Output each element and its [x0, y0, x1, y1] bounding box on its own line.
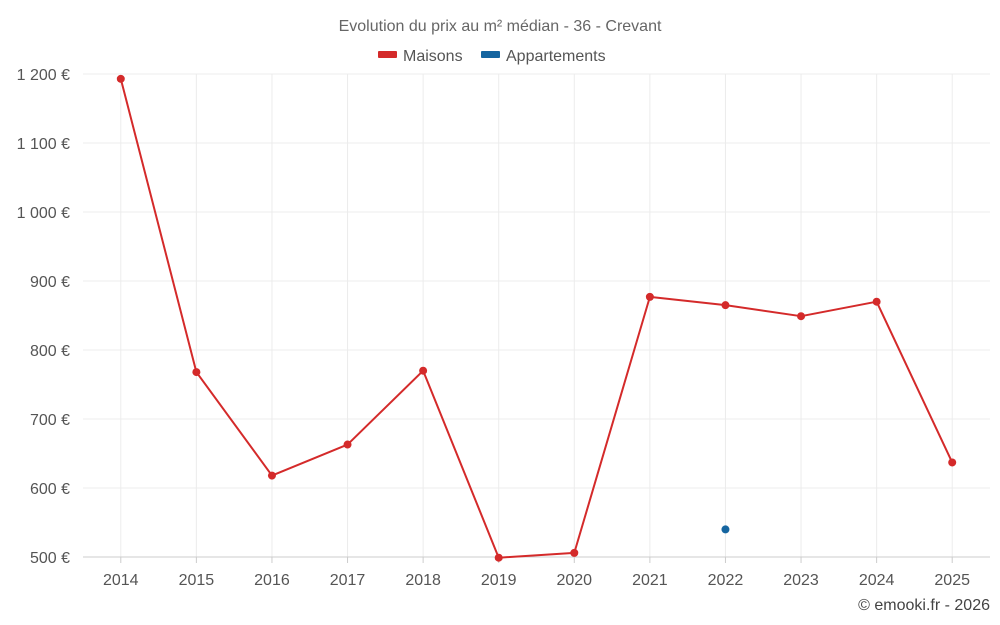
- data-point-maisons[interactable]: [872, 297, 881, 306]
- x-tick-label: 2024: [859, 572, 895, 589]
- x-tick-label: 2022: [708, 572, 744, 589]
- legend: Maisons Appartements: [378, 48, 606, 65]
- data-point-appartements[interactable]: [721, 525, 730, 534]
- x-tick-label: 2025: [934, 572, 970, 589]
- legend-item-appartements[interactable]: Appartements: [481, 48, 606, 65]
- data-point-maisons[interactable]: [116, 74, 125, 83]
- y-tick-label: 500 €: [30, 550, 70, 567]
- data-point-maisons[interactable]: [494, 553, 503, 562]
- data-point-maisons[interactable]: [721, 301, 730, 310]
- series-maisons: [116, 74, 957, 562]
- data-point-maisons[interactable]: [797, 312, 806, 321]
- legend-swatch-maisons: [378, 51, 397, 58]
- x-tick-label: 2018: [405, 572, 441, 589]
- y-tick-label: 600 €: [30, 481, 70, 498]
- y-tick-label: 800 €: [30, 343, 70, 360]
- series: [116, 74, 957, 562]
- chart-title: Evolution du prix au m² médian - 36 - Cr…: [339, 18, 662, 35]
- x-tick-label: 2017: [330, 572, 366, 589]
- y-tick-label: 1 200 €: [17, 67, 70, 84]
- grid: [83, 73, 990, 557]
- data-point-maisons[interactable]: [948, 458, 957, 467]
- series-line-maisons: [119, 78, 954, 559]
- y-tick-label: 900 €: [30, 274, 70, 291]
- data-point-maisons[interactable]: [343, 440, 352, 449]
- credit-text: © emooki.fr - 2026: [858, 597, 990, 614]
- x-tick-label: 2014: [103, 572, 139, 589]
- axes: 500 € 600 € 700 € 800 € 900 € 1 000 € 1 100 € 1…: [17, 67, 990, 589]
- x-tick-label: 2023: [783, 572, 819, 589]
- x-tick-label: 2021: [632, 572, 668, 589]
- data-point-maisons[interactable]: [419, 366, 428, 375]
- data-point-maisons[interactable]: [570, 548, 579, 557]
- legend-swatch-appartements: [481, 51, 500, 58]
- x-tick-label: 2015: [179, 572, 215, 589]
- data-point-maisons[interactable]: [267, 471, 276, 480]
- legend-label-maisons: Maisons: [403, 48, 463, 65]
- y-tick-label: 700 €: [30, 412, 70, 429]
- data-point-maisons[interactable]: [645, 292, 654, 301]
- y-tick-label: 1 000 €: [17, 205, 70, 222]
- legend-label-appartements: Appartements: [506, 48, 606, 65]
- x-tick-label: 2020: [556, 572, 592, 589]
- x-tick-label: 2019: [481, 572, 517, 589]
- series-appartements: [721, 525, 730, 534]
- y-tick-label: 1 100 €: [17, 136, 70, 153]
- x-tick-label: 2016: [254, 572, 290, 589]
- legend-item-maisons[interactable]: Maisons: [378, 48, 463, 65]
- data-point-maisons[interactable]: [192, 368, 201, 377]
